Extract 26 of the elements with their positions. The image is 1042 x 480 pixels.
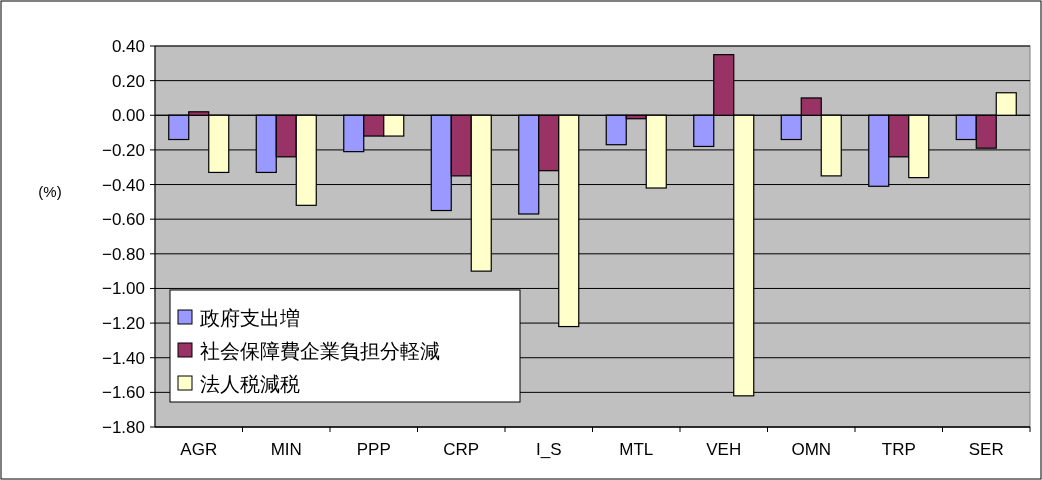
y-tick-label: 0.20 xyxy=(111,71,145,91)
legend-label: 社会保障費企業負担分軽減 xyxy=(200,340,440,362)
x-tick-label: I_S xyxy=(535,440,562,459)
x-tick-label: TRP xyxy=(881,440,916,459)
x-tick-label: AGR xyxy=(180,440,218,459)
x-tick-label: MTL xyxy=(619,440,654,459)
y-tick-label: −0.20 xyxy=(101,140,145,160)
y-tick-label: −1.60 xyxy=(101,383,145,403)
y-tick-label: −1.00 xyxy=(101,279,145,299)
y-tick-label: −1.20 xyxy=(101,314,145,334)
x-tick-label: CRP xyxy=(443,440,480,459)
x-tick-label: VEH xyxy=(706,440,742,459)
x-tick-label: SER xyxy=(968,440,1004,459)
y-tick-label: −0.80 xyxy=(101,244,145,264)
y-tick-label: −0.40 xyxy=(101,175,145,195)
y-tick-label: −0.60 xyxy=(101,210,145,230)
legend-label: 法人税減税 xyxy=(200,373,300,395)
y-tick-label: −1.40 xyxy=(101,348,145,368)
x-tick-label: MIN xyxy=(270,440,302,459)
y-tick-label: −1.80 xyxy=(101,418,145,437)
x-tick-label: OMN xyxy=(791,440,832,459)
y-tick-label: 0.40 xyxy=(111,37,145,56)
y-axis-title: (%) xyxy=(38,182,62,200)
y-tick-label: 0.00 xyxy=(111,106,145,126)
legend-label: 政府支出増 xyxy=(200,307,300,329)
x-tick-label: PPP xyxy=(356,440,391,459)
